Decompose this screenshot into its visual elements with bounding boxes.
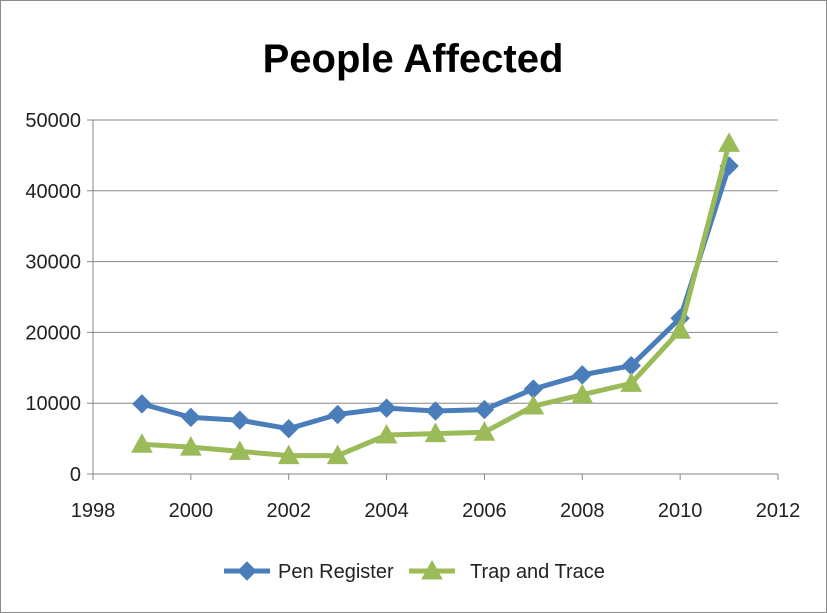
data-point-trap-and-trace-2002: [277, 444, 300, 465]
legend-marker-trap-and-trace: [421, 559, 443, 580]
series-line-pen-register: [139, 163, 732, 432]
legend-marker-pen-register: [237, 561, 257, 581]
data-point-trap-and-trace-2007: [522, 395, 545, 415]
data-point-trap-and-trace-2001: [228, 440, 251, 460]
data-point-trap-and-trace-2009: [620, 372, 643, 392]
data-point-trap-and-trace-2005: [424, 422, 447, 443]
y-tick-label-30000: 30000: [25, 252, 81, 274]
chart-title: People Affected: [263, 37, 564, 81]
data-point-pen-register-2006: [474, 399, 495, 420]
x-tick-label-2000: 2000: [169, 500, 214, 522]
x-tick-label-1998: 1998: [71, 500, 116, 522]
x-tick-label-2004: 2004: [364, 500, 409, 522]
x-tick-label-2008: 2008: [560, 500, 605, 522]
y-tick-label-20000: 20000: [25, 322, 81, 344]
series: [131, 132, 740, 465]
data-point-pen-register-2003: [327, 404, 348, 425]
series-trap-and-trace: [131, 132, 740, 465]
legend-item-pen-register: Pen Register: [224, 561, 394, 583]
data-point-trap-and-trace-2000: [180, 436, 202, 456]
grid-lines: [93, 119, 778, 404]
legend-label-trap-and-trace: Trap and Trace: [470, 561, 605, 583]
data-point-trap-and-trace-2011: [718, 132, 740, 152]
data-point-pen-register-1999: [132, 394, 152, 414]
series-pen-register: [132, 156, 739, 439]
data-point-trap-and-trace-1999: [131, 433, 153, 453]
data-point-trap-and-trace-2006: [473, 421, 496, 441]
data-point-trap-and-trace-2010: [669, 319, 691, 339]
x-tick-label-2012: 2012: [756, 500, 801, 522]
data-point-trap-and-trace-2004: [375, 424, 398, 444]
x-tick-label-2010: 2010: [658, 500, 703, 522]
data-point-trap-and-trace-2003: [326, 444, 349, 465]
data-point-trap-and-trace-2008: [571, 383, 594, 404]
y-tick-label-40000: 40000: [25, 181, 81, 203]
data-point-pen-register-2004: [376, 398, 397, 418]
data-point-pen-register-2000: [181, 407, 201, 428]
x-tick-label-2006: 2006: [462, 500, 507, 522]
data-point-pen-register-2008: [572, 365, 592, 385]
legend-label-pen-register: Pen Register: [278, 561, 394, 583]
tick-labels: 0 10000 20000 30000 40000 50000 1998 2000 2002 20…: [25, 110, 800, 522]
legend-item-trap-and-trace: Trap and Trace: [409, 559, 605, 583]
y-tick-label-50000: 50000: [25, 110, 81, 132]
axes: [87, 119, 779, 480]
y-tick-label-10000: 10000: [25, 393, 81, 415]
data-point-pen-register-2005: [425, 401, 446, 421]
y-tick-label-0: 0: [70, 464, 81, 486]
x-tick-label-2002: 2002: [266, 500, 311, 522]
data-point-pen-register-2001: [230, 410, 250, 430]
legend: Pen Register Trap and Trace: [224, 559, 605, 583]
data-point-pen-register-2002: [279, 418, 299, 439]
